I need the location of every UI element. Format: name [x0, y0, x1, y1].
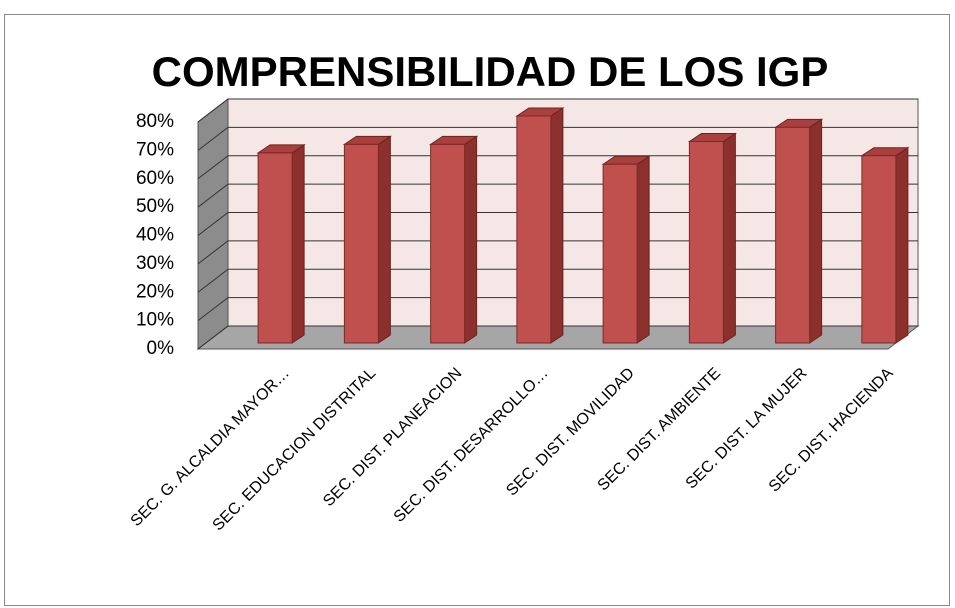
bar [687, 132, 738, 344]
bar-side [550, 107, 564, 344]
bar-side [895, 146, 909, 344]
bar-front [861, 155, 897, 344]
bar-front [516, 115, 552, 344]
y-tick-label: 40% [136, 225, 174, 246]
bar-front [775, 126, 811, 344]
bar [342, 135, 393, 344]
grid-line [197, 183, 918, 208]
y-tick-label: 30% [136, 253, 174, 274]
bar [773, 118, 824, 344]
grid-line [197, 268, 918, 293]
bar-side [636, 155, 650, 344]
grid-line [197, 212, 918, 236]
bar [428, 135, 479, 344]
grid-line [197, 297, 918, 322]
y-tick-label: 50% [136, 196, 174, 217]
chart-title: COMPRENSIBILIDAD DE LOS IGP [152, 48, 829, 95]
bar-side [464, 135, 478, 344]
bar [601, 155, 651, 344]
bar [515, 107, 565, 344]
bar [256, 143, 306, 344]
y-tick-label: 10% [136, 310, 174, 331]
bar-front [257, 152, 293, 344]
bar-side [377, 135, 391, 344]
y-tick-label: 70% [136, 139, 174, 160]
grid-line [197, 240, 918, 265]
bar-side [809, 118, 823, 344]
y-tick-label: 80% [136, 111, 174, 132]
bar-front [602, 163, 638, 344]
grid-line [197, 155, 918, 180]
bar-front [430, 143, 466, 344]
y-tick-label: 20% [136, 281, 174, 302]
grid-line [197, 98, 918, 123]
grid-line [197, 126, 918, 151]
y-tick-label: 0% [147, 338, 175, 359]
y-tick-label: 60% [136, 168, 174, 189]
bar [860, 146, 910, 344]
grid-line [197, 325, 918, 350]
bar-front [688, 141, 724, 344]
bar-front [343, 143, 379, 344]
bar-side [291, 143, 305, 344]
bar-side [722, 132, 736, 344]
